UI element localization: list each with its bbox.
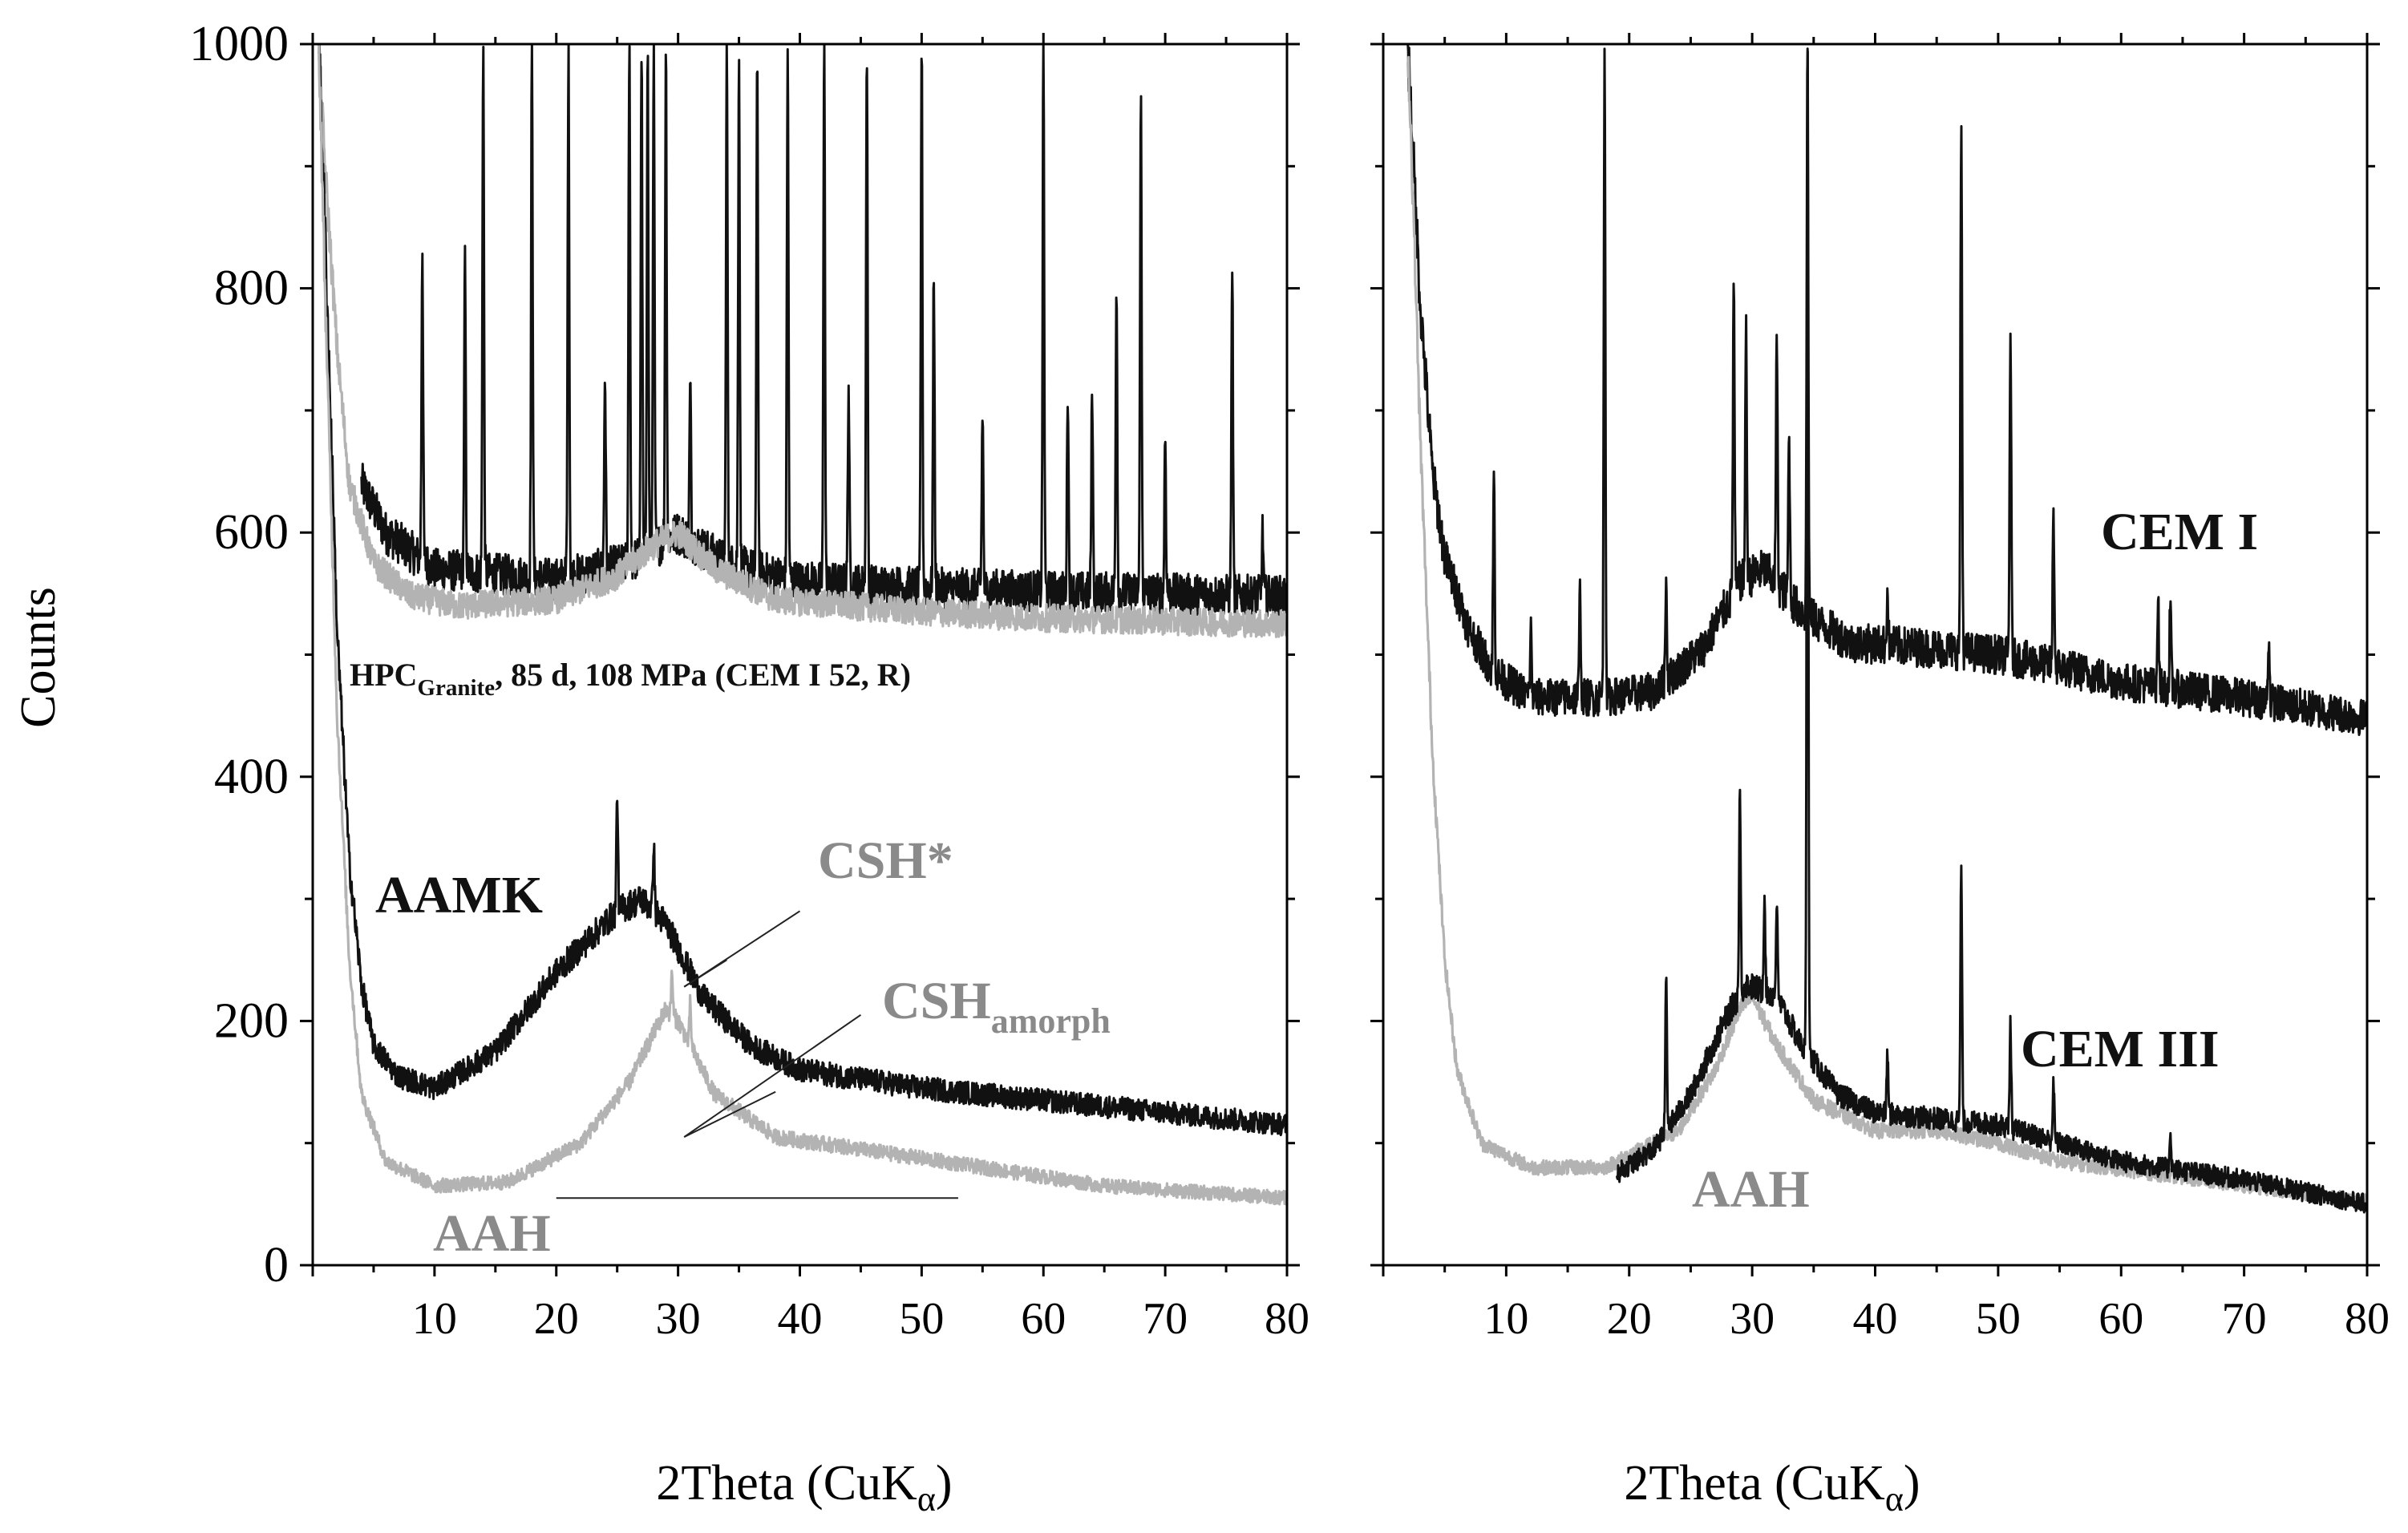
x-tick-label: 20 (534, 1294, 579, 1344)
series-hpc-granite (360, 42, 1287, 618)
x-axis-label-right: 2Theta (CuKα) (1624, 1456, 1920, 1519)
x-tick-label: 60 (2098, 1294, 2143, 1344)
hpc-granite-label: HPCGranite, 85 d, 108 MPa (CEM I 52, R) (350, 657, 911, 701)
series-hpc-granite-gray- (318, 42, 1287, 638)
panel-right: 10 20 30 40 50 60 70 80 (1370, 33, 2390, 1344)
aah-label-right: AAH (1692, 1160, 1810, 1219)
annotation-arrow (683, 1013, 862, 1138)
x-tick-label: 50 (1976, 1294, 2021, 1344)
annotation-arrow (683, 1090, 776, 1138)
x-tick-label: 80 (1265, 1294, 1309, 1344)
y-tick-label: 400 (214, 750, 289, 804)
x-tick-label: 20 (1607, 1294, 1652, 1344)
x-tick-label: 70 (1143, 1294, 1188, 1344)
x-tick-label: 50 (899, 1294, 944, 1344)
csh-amorph-label: CSHamorph (882, 972, 1111, 1041)
y-tick-label: 0 (264, 1238, 289, 1292)
series-cem-i (1406, 43, 2367, 736)
cem3-label: CEM III (2021, 1020, 2220, 1078)
y-tick-label: 200 (214, 993, 289, 1048)
series-aah (318, 43, 1287, 1206)
x-tick-label: 30 (1730, 1294, 1775, 1344)
csh-star-label: CSH* (818, 831, 953, 890)
y-tick-label: 600 (214, 505, 289, 560)
x-tick-label: 60 (1021, 1294, 1066, 1344)
aah-label-left: AAH (433, 1204, 551, 1263)
x-tick-label: 10 (1483, 1294, 1528, 1344)
series-aamk (318, 42, 1287, 1137)
annotation-arrow (683, 959, 727, 988)
x-tick-label: 40 (1853, 1294, 1898, 1344)
x-tick-label: 80 (2345, 1294, 2390, 1344)
series-cem-iii (1615, 47, 2367, 1214)
x-tick-label: 70 (2222, 1294, 2267, 1344)
cem1-label: CEM I (2101, 503, 2258, 561)
y-axis-label: Counts (11, 587, 66, 728)
x-tick-label: 30 (656, 1294, 701, 1344)
x-axis-label-left: 2Theta (CuKα) (656, 1456, 952, 1519)
aamk-label: AAMK (375, 866, 543, 924)
y-tick-label: 1000 (189, 17, 289, 71)
x-tick-label: 10 (412, 1294, 457, 1344)
x-tick-label: 40 (778, 1294, 823, 1344)
y-tick-label: 800 (214, 261, 289, 316)
